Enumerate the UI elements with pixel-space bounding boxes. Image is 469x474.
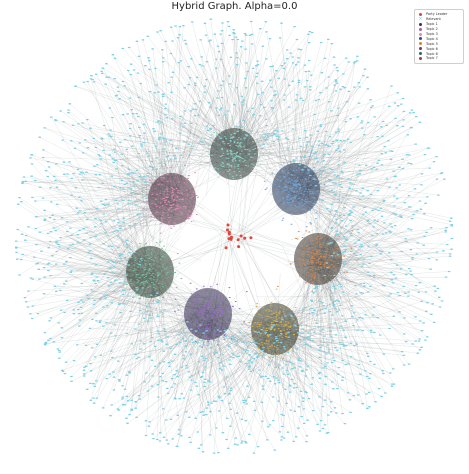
leaf-nodes [82,195,454,454]
leader-node [243,236,247,240]
legend-label: Topic 4 [426,36,438,41]
legend: Party Leader × Relevant Topic 1 Topic 2 Topic… [414,9,464,64]
legend-item: Party Leader [418,12,461,17]
cluster-nodes [198,116,264,179]
party-leader-nodes [224,223,253,250]
cluster-nodes [276,223,354,292]
leader-node [224,246,228,250]
leader-node [227,230,231,234]
dot-marker-icon [418,51,423,56]
legend-item: Topic 4 [418,36,461,41]
leader-node [229,236,233,240]
legend-label: Topic 3 [426,32,438,36]
dot-marker-icon [418,36,423,41]
edge-layer [16,19,453,454]
cluster-nodes [142,155,199,234]
cluster-upper-right [90,22,454,403]
leaf-nodes [15,219,385,454]
leader-node [237,245,241,249]
legend-item: Topic 6 [418,46,461,51]
legend-label: Topic 6 [426,46,438,51]
leaf-nodes [203,61,454,434]
cluster-right [203,61,454,434]
edges [16,19,453,454]
leader-node [226,223,230,227]
leader-node [236,238,240,242]
legend-item: Topic 2 [418,27,461,32]
dot-marker-icon [418,56,423,61]
cluster-nodes [263,156,330,228]
cluster-core [184,288,232,340]
cluster-core [126,246,174,298]
cluster-core [210,128,258,180]
cluster-top [41,18,440,326]
legend-label: Party Leader [426,12,448,17]
cluster-lower-right [82,195,454,454]
legend-item: Topic 1 [418,22,461,27]
dot-marker-icon [418,12,423,17]
dot-marker-icon [418,32,423,37]
legend-label: Topic 8 [426,51,438,56]
node-layer [14,18,454,454]
legend-item: Topic 7 [418,56,461,61]
leaf-nodes [90,22,454,403]
leader-node [249,236,253,240]
legend-label: Topic 7 [426,56,438,61]
legend-item: Topic 8 [418,51,461,56]
cluster-lower-left [15,219,385,454]
legend-item: Topic 5 [418,41,461,46]
cluster-upper-left [14,21,309,399]
leaf-nodes [14,21,309,399]
dot-marker-icon [418,41,423,46]
dot-marker-icon [418,27,423,32]
leaf-nodes [41,18,440,326]
dot-marker-icon [418,46,423,51]
legend-item: Topic 3 [418,32,461,37]
network-graph [14,18,454,454]
page-title: Hybrid Graph. Alpha=0.0 [171,1,298,12]
legend-label: Topic 2 [426,27,438,32]
cluster-nodes [248,288,308,359]
legend-item: × Relevant [418,15,461,22]
leader-node [239,234,243,238]
legend-label: Topic 1 [426,22,438,27]
legend-label: Relevant [426,17,441,22]
x-marker-icon: × [418,15,423,22]
leader-node [226,228,229,232]
dot-marker-icon [418,22,423,27]
legend-label: Topic 5 [426,41,438,46]
cluster-left [14,78,296,443]
